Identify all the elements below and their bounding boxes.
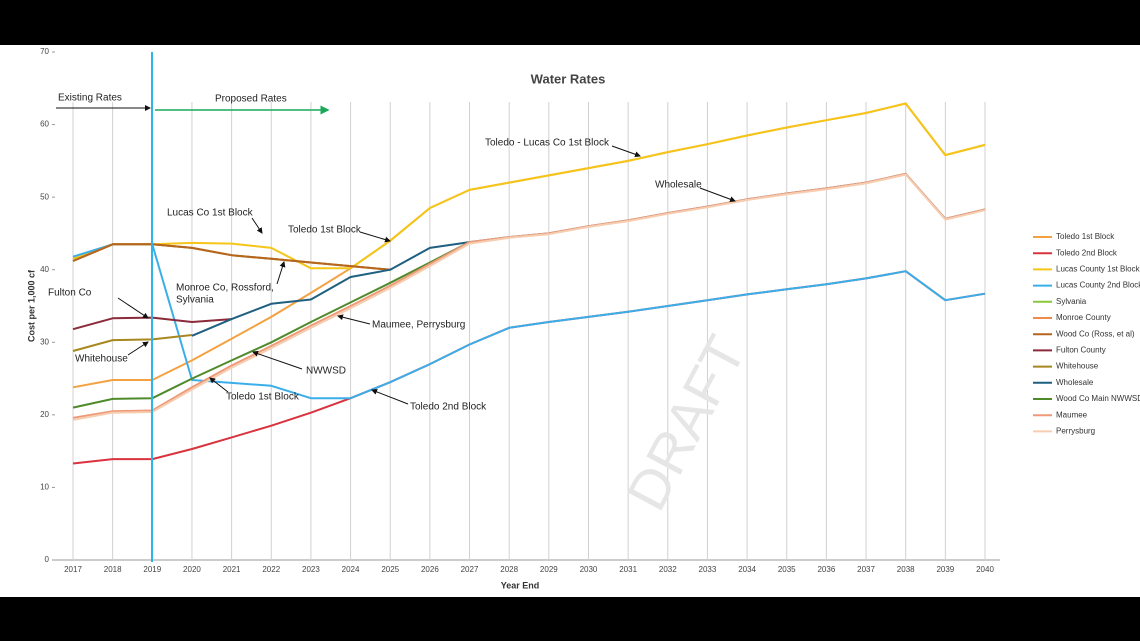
annotation: Proposed Rates: [215, 94, 287, 105]
annotation: Existing Rates: [58, 93, 122, 104]
annotation: NWWSD: [306, 366, 346, 377]
annotations: [56, 105, 736, 405]
x-tick-label: 2024: [342, 565, 360, 574]
annotation: Sylvania: [176, 295, 214, 306]
x-tick-label: 2036: [817, 565, 835, 574]
y-tick-label: 0: [45, 555, 50, 564]
x-tick-label: 2025: [381, 565, 399, 574]
arrow: [699, 187, 736, 203]
x-axis-label: Year End: [501, 580, 540, 590]
x-tick-label: 2023: [302, 565, 320, 574]
series-line: [72, 173, 986, 421]
annotation: Toledo 1st Block: [288, 225, 362, 236]
annotation: Wholesale: [655, 180, 702, 191]
legend-label: Toledo 1st Block: [1056, 232, 1115, 241]
legend-label: Lucas County 2nd Block: [1056, 281, 1140, 290]
x-tick-label: 2033: [699, 565, 717, 574]
arrow: [251, 217, 263, 234]
series-line: [72, 334, 193, 352]
y-axis-label: Cost per 1,000 cf: [26, 269, 36, 342]
annotation: Toledo 1st Block: [226, 392, 300, 403]
y-tick-label: 20: [40, 410, 49, 419]
x-tick-label: 2034: [738, 565, 756, 574]
annotation: Whitehouse: [75, 354, 128, 365]
legend-label: Lucas County 1st Block: [1056, 265, 1140, 274]
x-tick-label: 2031: [619, 565, 637, 574]
x-tick-label: 2021: [223, 565, 241, 574]
legend-label: Sylvania: [1056, 297, 1087, 306]
y-tick-label: 50: [40, 192, 49, 201]
x-tick-label: 2040: [976, 565, 994, 574]
legend-label: Perrysburg: [1056, 427, 1095, 436]
legend-label: Maumee: [1056, 410, 1088, 419]
legend-label: Monroe County: [1056, 313, 1111, 322]
arrow: [209, 377, 229, 393]
x-tick-label: 2026: [421, 565, 439, 574]
lines: [72, 102, 986, 465]
y-tick-label: 30: [40, 337, 49, 346]
arrow: [371, 389, 409, 405]
series-line: [72, 241, 470, 409]
series-line: [72, 243, 986, 400]
y-tick-label: 10: [40, 483, 49, 492]
annotation: Maumee, Perrysburg: [372, 320, 465, 331]
legend-label: Wholesale: [1056, 378, 1094, 387]
arrow: [117, 297, 149, 319]
arrow: [276, 261, 286, 285]
x-tick-label: 2022: [262, 565, 280, 574]
chart-background: [0, 45, 1140, 597]
annotation: Toledo 2nd Block: [410, 402, 487, 413]
annotation: Lucas Co 1st Block: [167, 208, 254, 219]
x-tick-label: 2029: [540, 565, 558, 574]
x-tick-label: 2030: [580, 565, 598, 574]
legend-label: Whitehouse: [1056, 362, 1099, 371]
annotation: Toledo - Lucas Co 1st Block: [485, 138, 610, 149]
y-tick-label: 70: [40, 47, 49, 56]
y-tick-label: 60: [40, 120, 49, 129]
x-tick-label: 2019: [143, 565, 161, 574]
x-tick-label: 2028: [500, 565, 518, 574]
x-tick-label: 2017: [64, 565, 82, 574]
x-tick-label: 2020: [183, 565, 201, 574]
series-line: [72, 243, 391, 271]
arrow: [252, 350, 303, 370]
x-tick-label: 2038: [897, 565, 915, 574]
x-tick-label: 2018: [104, 565, 122, 574]
arrow: [127, 341, 149, 356]
grid: 2017 2018 2019 2020 2021 2022 2023 2024 2025 2026…: [40, 47, 1000, 574]
legend-label: Toledo 2nd Block: [1056, 248, 1118, 257]
legend-label: Wood Co (Ross, et al): [1056, 329, 1135, 338]
x-tick-label: 2027: [461, 565, 479, 574]
x-tick-label: 2035: [778, 565, 796, 574]
chart-title: Water Rates: [531, 71, 606, 86]
y-tick-label: 40: [40, 265, 49, 274]
legend: Toledo 1st Block Toledo 2nd Block Lucas Co…: [1033, 232, 1140, 436]
legend-label: Fulton County: [1056, 346, 1106, 355]
x-tick-label: 2037: [857, 565, 875, 574]
x-tick-label: 2032: [659, 565, 677, 574]
legend-label: Wood Co Main NWWSD: [1056, 394, 1140, 403]
annotation: Fulton Co: [48, 288, 92, 299]
series-line: [72, 102, 986, 270]
arrow: [359, 231, 391, 243]
arrow: [611, 145, 641, 158]
arrow: [337, 314, 371, 325]
annotation: Monroe Co, Rossford,: [176, 283, 274, 294]
x-tick-label: 2039: [936, 565, 954, 574]
